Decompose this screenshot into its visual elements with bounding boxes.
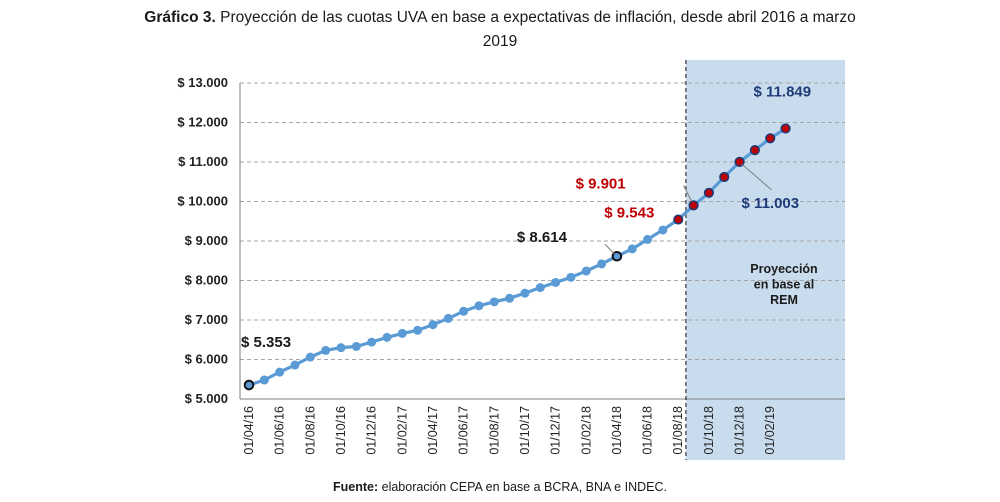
data-point-highlight bbox=[765, 133, 776, 144]
x-tick-label: 01/04/18 bbox=[610, 406, 624, 455]
x-tick-label: 01/04/17 bbox=[426, 406, 440, 455]
x-tick-label: 01/06/16 bbox=[273, 406, 287, 455]
annotation-label: $ 9.901 bbox=[576, 175, 626, 192]
data-point bbox=[336, 343, 346, 353]
data-point bbox=[259, 375, 269, 385]
annotation-leader bbox=[741, 163, 772, 191]
annotation-label: $ 11.849 bbox=[754, 83, 812, 100]
y-tick-label: $ 6.000 bbox=[185, 352, 228, 367]
data-point bbox=[489, 297, 499, 307]
data-point bbox=[643, 234, 653, 244]
y-tick-label: $ 9.000 bbox=[185, 233, 228, 248]
data-point bbox=[367, 337, 377, 347]
x-tick-label: 01/08/16 bbox=[303, 406, 317, 455]
chart-title-lead: Gráfico 3. bbox=[144, 9, 216, 26]
data-point-marked bbox=[243, 379, 255, 391]
data-point bbox=[321, 345, 331, 355]
data-point bbox=[597, 259, 607, 269]
data-point bbox=[581, 266, 591, 276]
x-tick-label: 01/12/18 bbox=[733, 406, 747, 455]
annotation-label: $ 8.614 bbox=[517, 229, 568, 246]
data-point-highlight bbox=[749, 145, 760, 156]
data-point bbox=[520, 288, 530, 298]
data-point-highlight bbox=[719, 171, 730, 183]
data-point-highlight bbox=[673, 214, 684, 225]
x-tick-label: 01/02/17 bbox=[395, 406, 409, 455]
data-point bbox=[305, 352, 315, 362]
data-point bbox=[551, 277, 561, 287]
data-point bbox=[459, 306, 469, 316]
annotation-label: $ 11.003 bbox=[742, 195, 800, 212]
annotation-leader bbox=[683, 185, 693, 202]
data-point-highlight bbox=[688, 200, 699, 211]
x-tick-label: 01/02/18 bbox=[579, 406, 593, 455]
x-tick-label: 01/08/17 bbox=[487, 406, 501, 455]
data-point bbox=[413, 325, 423, 335]
data-point-highlight bbox=[780, 123, 791, 134]
data-point bbox=[428, 320, 438, 330]
source-text: elaboración CEPA en base a BCRA, BNA e I… bbox=[378, 480, 667, 494]
data-point bbox=[474, 301, 484, 311]
data-point-highlight bbox=[703, 187, 715, 198]
x-tick-label: 01/08/18 bbox=[671, 406, 685, 455]
x-tick-label: 01/06/18 bbox=[641, 406, 655, 455]
y-tick-label: $ 7.000 bbox=[185, 312, 228, 327]
annotation-leader bbox=[604, 243, 616, 255]
data-point bbox=[505, 293, 515, 303]
data-point bbox=[566, 272, 576, 282]
chart-title: Gráfico 3. Proyección de las cuotas UVA … bbox=[0, 6, 1000, 54]
projection-label: en base al bbox=[754, 278, 814, 292]
y-tick-label: $ 11.000 bbox=[178, 154, 228, 169]
data-point bbox=[290, 360, 300, 370]
y-tick-label: $ 10.000 bbox=[177, 194, 228, 209]
x-tick-label: 01/10/18 bbox=[702, 406, 716, 455]
data-point bbox=[382, 332, 392, 342]
projection-label: Proyección bbox=[750, 262, 817, 276]
y-tick-label: $ 13.000 bbox=[177, 75, 228, 90]
projection-label: REM bbox=[770, 293, 798, 307]
x-tick-label: 01/04/16 bbox=[242, 406, 256, 455]
data-point bbox=[397, 328, 407, 338]
chart-source: Fuente: elaboración CEPA en base a BCRA,… bbox=[0, 480, 1000, 494]
data-point bbox=[443, 313, 453, 323]
chart-title-text: Proyección de las cuotas UVA en base a e… bbox=[215, 9, 856, 26]
data-point bbox=[658, 225, 668, 235]
x-tick-label: 01/10/16 bbox=[334, 406, 348, 455]
projection-band bbox=[685, 60, 845, 460]
x-tick-label: 01/10/17 bbox=[518, 406, 532, 455]
data-point bbox=[627, 244, 637, 254]
y-tick-label: $ 12.000 bbox=[177, 115, 228, 130]
x-tick-label: 01/06/17 bbox=[457, 406, 471, 455]
data-point bbox=[535, 283, 545, 293]
x-tick-label: 01/12/17 bbox=[549, 406, 563, 455]
annotation-label: $ 9.543 bbox=[604, 205, 654, 222]
data-point bbox=[351, 341, 361, 351]
x-tick-label: 01/02/19 bbox=[763, 406, 777, 455]
y-tick-label: $ 5.000 bbox=[185, 391, 228, 406]
annotation-label: $ 5.353 bbox=[241, 334, 291, 351]
x-tick-label: 01/12/16 bbox=[365, 406, 379, 455]
data-point bbox=[275, 367, 285, 377]
y-tick-label: $ 8.000 bbox=[185, 273, 228, 288]
chart-title-line2: 2019 bbox=[482, 33, 518, 50]
source-lead: Fuente: bbox=[333, 480, 379, 494]
